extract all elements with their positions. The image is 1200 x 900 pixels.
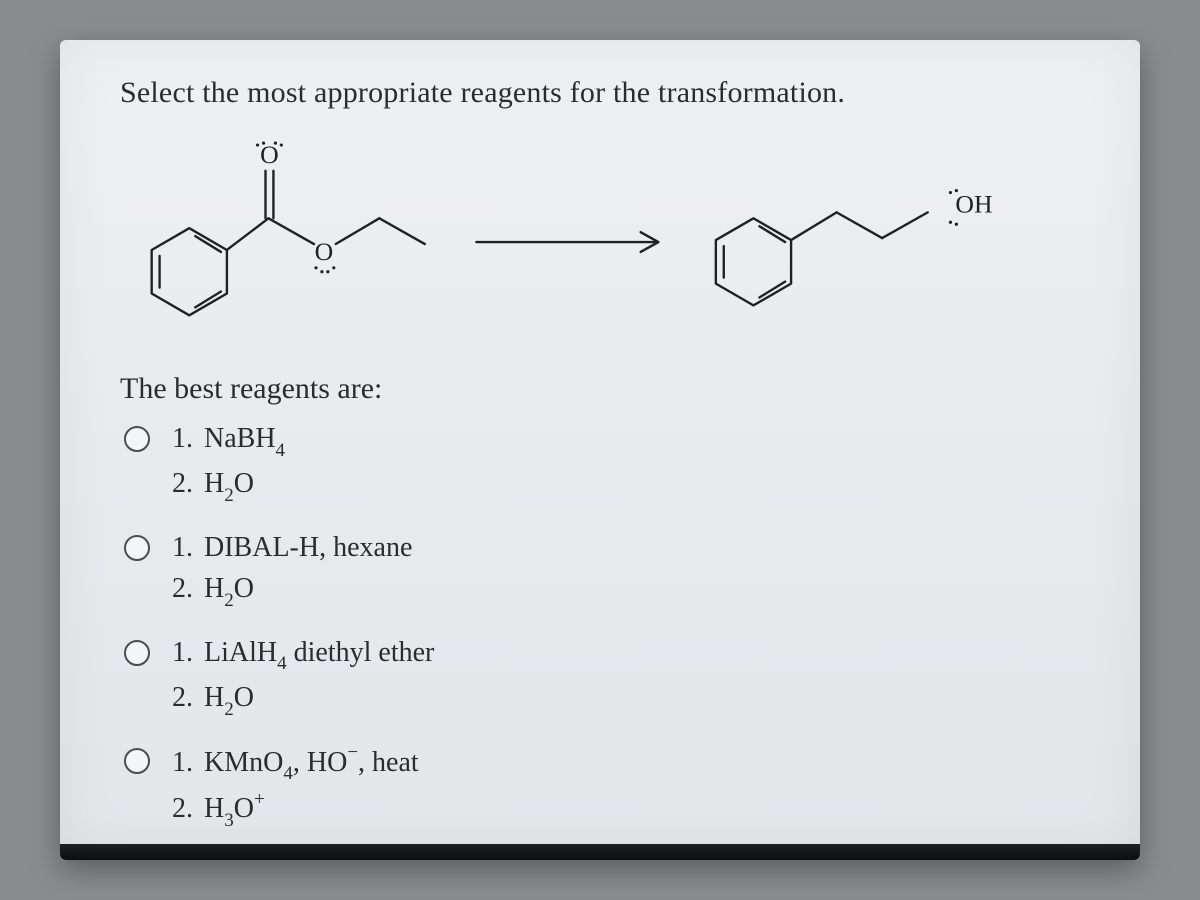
options-group: 1.NaBH42.H2O1.DIBAL-H, hexane2.H2O1.LiAl…	[124, 420, 1090, 832]
option-line: 2.H2O	[172, 570, 412, 611]
step-number: 1.	[172, 634, 204, 672]
reagent-formula: NaBH4	[204, 423, 285, 454]
radio-button[interactable]	[124, 535, 150, 561]
step-number: 1.	[172, 529, 204, 567]
option-line: 2.H2O	[172, 679, 434, 720]
reagent-formula: KMnO4, HO−, heat	[204, 747, 419, 778]
bottom-shadow-bar	[60, 844, 1140, 860]
answer-prompt: The best reagents are:	[120, 372, 1090, 406]
option-lines: 1.LiAlH4 diethyl ether2.H2O	[172, 634, 434, 721]
label-o-ester: O	[315, 237, 334, 266]
reagent-formula: H2O	[204, 682, 254, 713]
option-line: 1.KMnO4, HO−, heat	[172, 742, 419, 785]
option-line: 2.H3O+	[172, 789, 419, 832]
reagent-formula: LiAlH4 diethyl ether	[204, 637, 434, 668]
option-lines: 1.NaBH42.H2O	[172, 420, 285, 507]
option-line: 2.H2O	[172, 465, 285, 506]
answer-option[interactable]: 1.LiAlH4 diethyl ether2.H2O	[124, 634, 1090, 721]
option-line: 1.LiAlH4 diethyl ether	[172, 634, 434, 675]
reaction-svg: O O	[120, 132, 1090, 362]
reagent-formula: H3O+	[204, 793, 265, 824]
reaction-diagram: O O	[120, 132, 1090, 362]
question-text: Select the most appropriate reagents for…	[120, 76, 1090, 110]
option-line: 1.DIBAL-H, hexane	[172, 529, 412, 567]
label-oh: OH	[955, 189, 992, 218]
reagent-formula: H2O	[204, 573, 254, 604]
step-number: 2.	[172, 790, 204, 828]
answer-option[interactable]: 1.KMnO4, HO−, heat2.H3O+	[124, 742, 1090, 831]
reagent-formula: DIBAL-H, hexane	[204, 532, 412, 563]
radio-button[interactable]	[124, 748, 150, 774]
step-number: 2.	[172, 465, 204, 503]
answer-option[interactable]: 1.DIBAL-H, hexane2.H2O	[124, 529, 1090, 612]
option-line: 1.NaBH4	[172, 420, 285, 461]
radio-button[interactable]	[124, 426, 150, 452]
radio-button[interactable]	[124, 640, 150, 666]
option-lines: 1.KMnO4, HO−, heat2.H3O+	[172, 742, 419, 831]
reagent-formula: H2O	[204, 468, 254, 499]
question-card: Select the most appropriate reagents for…	[60, 40, 1140, 860]
step-number: 1.	[172, 420, 204, 458]
step-number: 2.	[172, 570, 204, 608]
step-number: 2.	[172, 679, 204, 717]
step-number: 1.	[172, 744, 204, 782]
option-lines: 1.DIBAL-H, hexane2.H2O	[172, 529, 412, 612]
answer-option[interactable]: 1.NaBH42.H2O	[124, 420, 1090, 507]
